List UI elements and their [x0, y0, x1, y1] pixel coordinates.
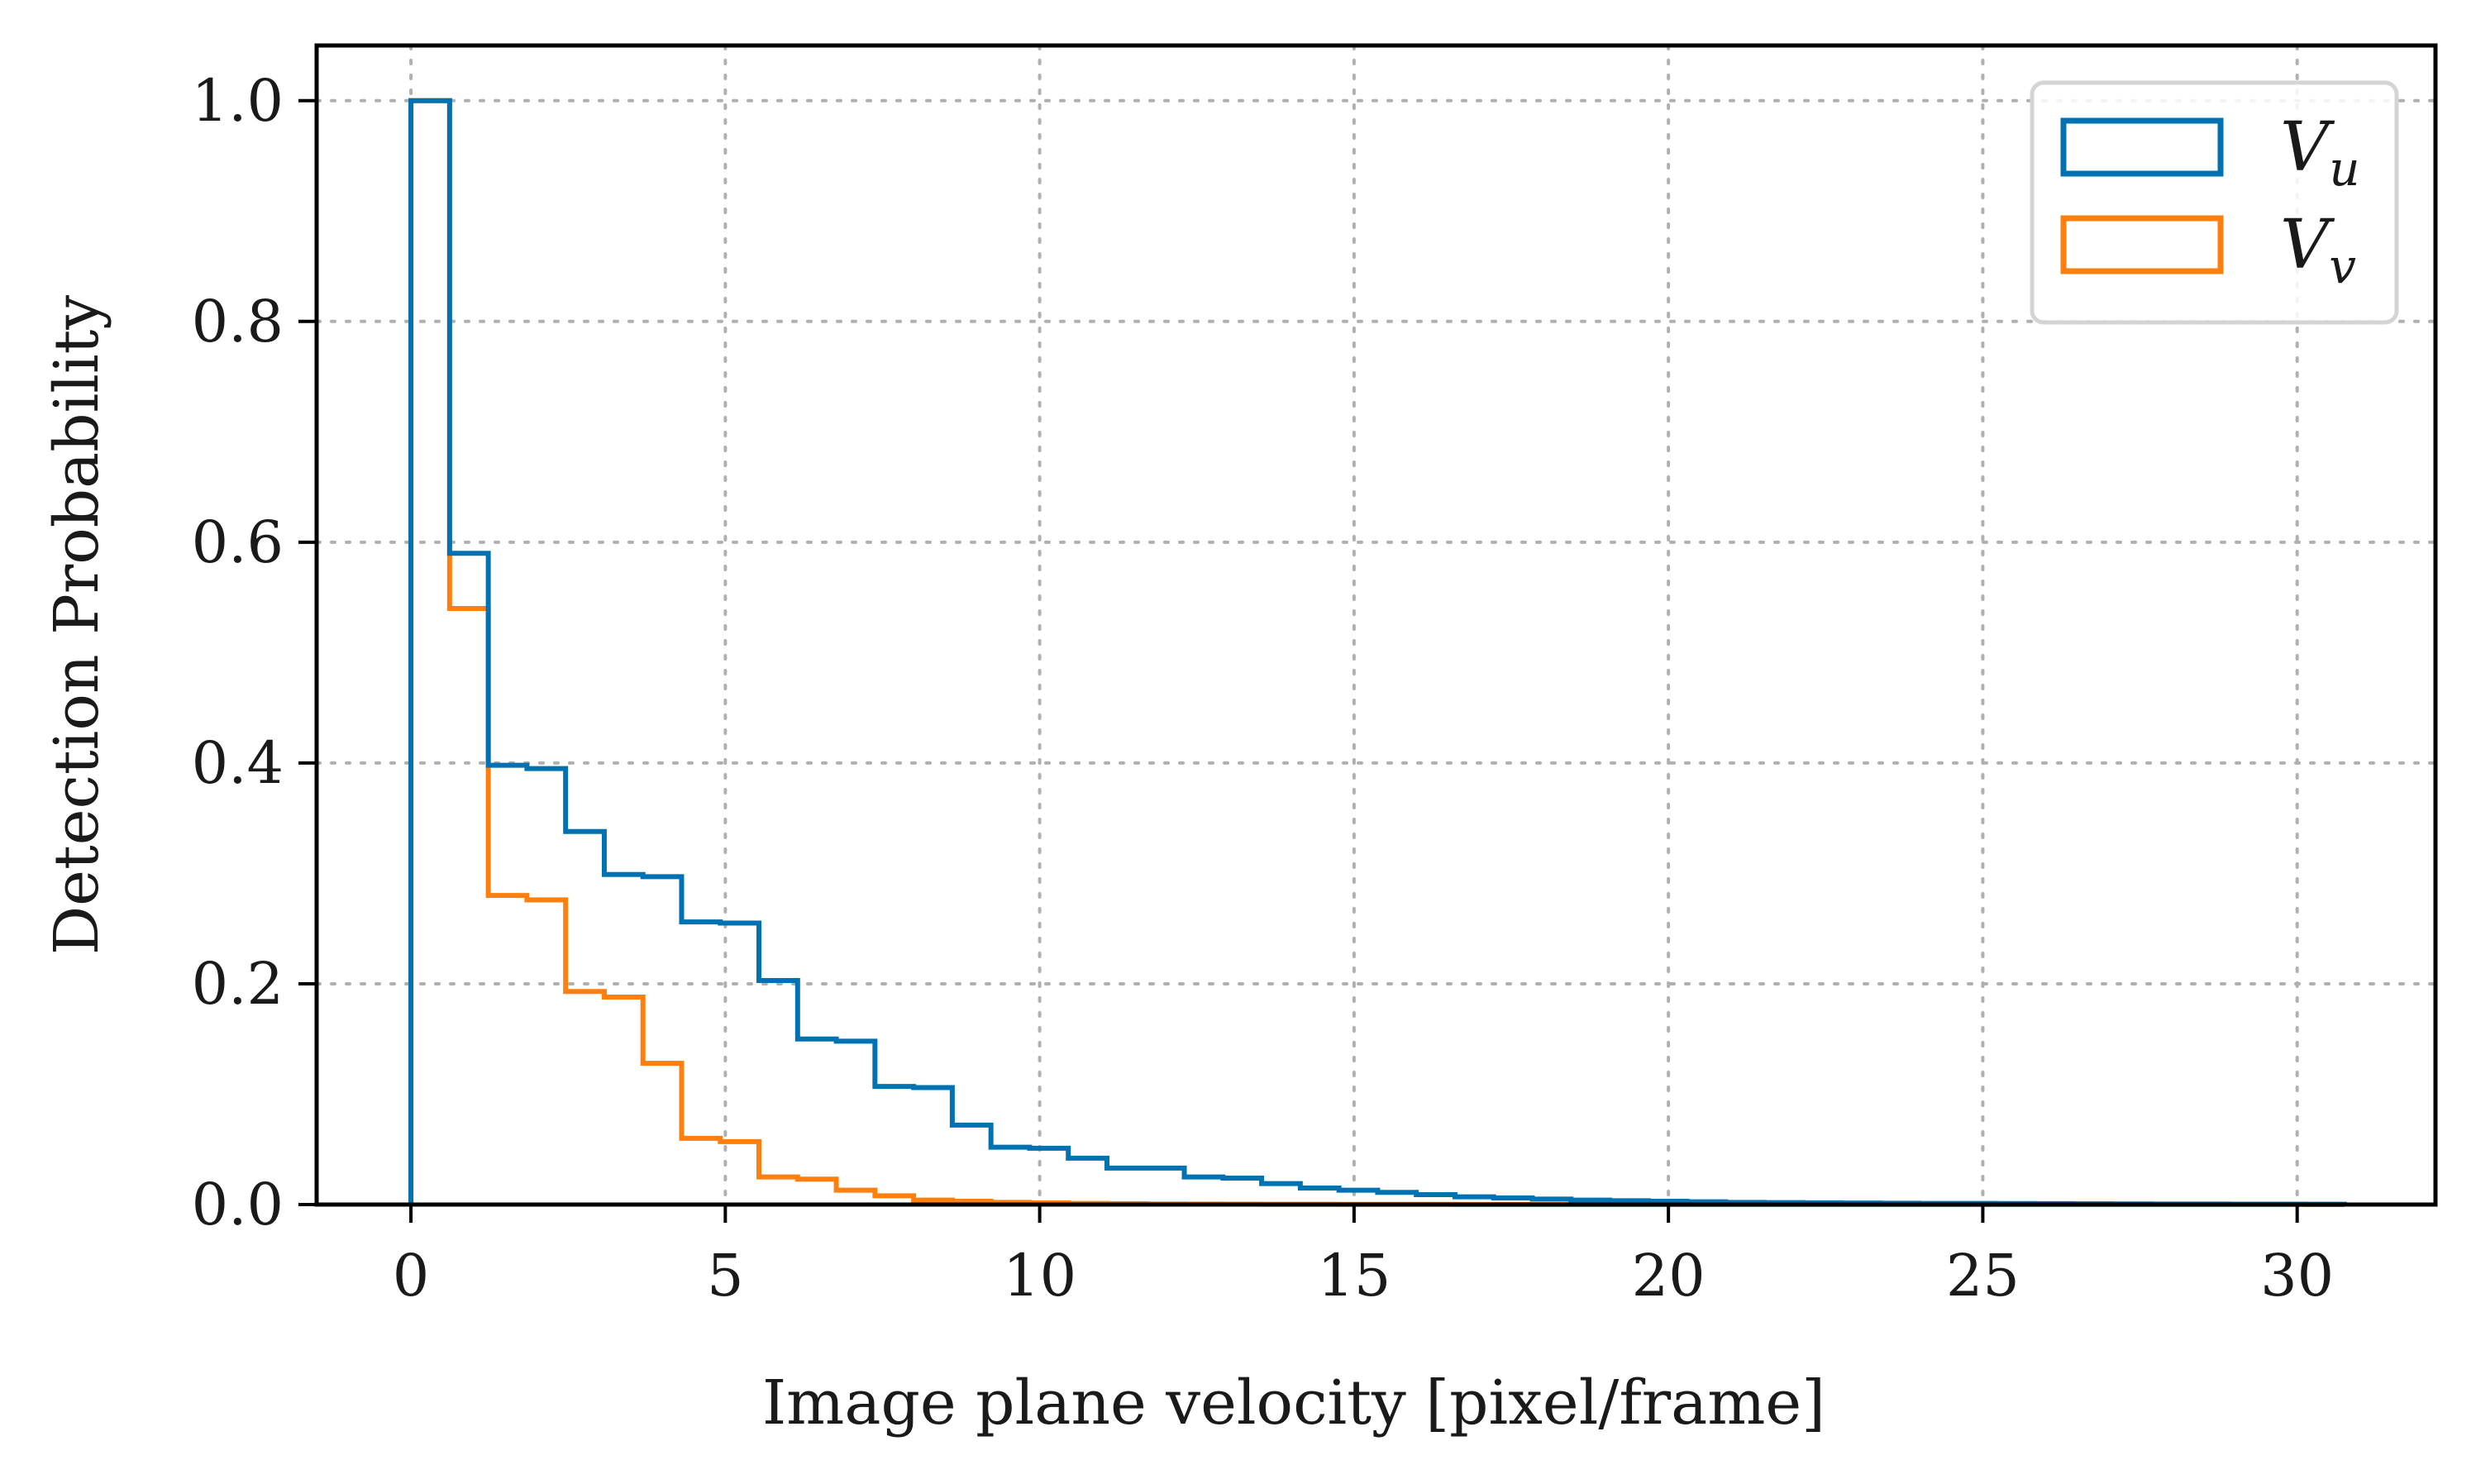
y-tick-label: 0.8 [192, 288, 284, 355]
legend: Vu Vv [2030, 80, 2399, 325]
x-tick-label: 5 [707, 1242, 744, 1310]
legend-label-v: Vv [2280, 206, 2356, 294]
y-axis-label: Detection Probability [41, 295, 112, 956]
legend-swatch-v [2060, 215, 2224, 274]
plot-frame [314, 43, 2438, 1207]
x-tick-label: 0 [393, 1242, 430, 1310]
x-tick-label: 25 [1946, 1242, 2020, 1310]
legend-box [2030, 80, 2399, 325]
y-tick-label: 0.4 [192, 729, 284, 797]
legend-label-u: Vu [2280, 108, 2360, 197]
legend-swatch-u [2060, 117, 2224, 177]
ticks: 0 5 10 15 20 25 30 0.0 0.2 0.4 0.6 0.8 1.0 [192, 67, 2335, 1310]
x-axis-label: Image plane velocity [pixel/frame] [762, 1367, 1825, 1439]
x-tick-label: 20 [1632, 1242, 1706, 1310]
x-tick-label: 10 [1003, 1242, 1076, 1310]
y-tick-label: 1.0 [192, 67, 284, 135]
x-tick-label: 15 [1317, 1242, 1391, 1310]
x-tick-label: 30 [2260, 1242, 2334, 1310]
y-tick-label: 0.0 [192, 1171, 284, 1238]
y-tick-label: 0.2 [192, 950, 284, 1018]
y-tick-label: 0.6 [192, 508, 284, 576]
